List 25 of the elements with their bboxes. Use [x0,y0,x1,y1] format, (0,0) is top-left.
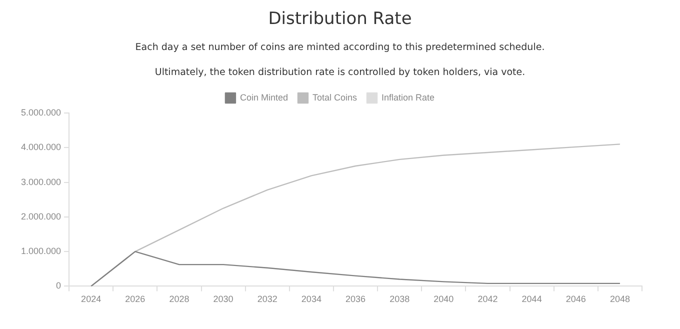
legend-label: Coin Minted [240,92,288,102]
x-tick-label: 2044 [522,294,542,304]
y-tick-label: 5.000.000 [20,107,62,118]
x-tick-label: 2030 [213,294,234,304]
chart-subtitle: Each day a set number of coins are minted according to this predetermined schedule. [134,42,546,55]
x-tick-label: 2042 [478,294,498,304]
x-tick-label: 2024 [81,294,102,304]
y-tick-label: 4.000.000 [20,142,62,152]
y-tick-label: 3.000.000 [20,176,62,187]
x-tick-label: 2032 [257,294,278,304]
x-tick-label: 2028 [169,294,190,304]
x-tick-label: 2034 [301,294,322,304]
x-tick-label: 2040 [434,294,454,304]
x-tick-label: 2046 [566,294,586,304]
chart-title: Distribution Rate [267,8,413,31]
x-tick-label: 2048 [610,294,630,304]
y-tick-label: 2.000.000 [20,211,62,222]
y-tick-label: 0 [56,280,62,291]
x-tick-label: 2026 [125,294,146,304]
x-tick-label: 2036 [346,294,366,304]
y-tick-label: 1.000.000 [20,246,62,256]
text: Ultimately, the token distribution rate is controlled by token holders, via vote. [154,67,526,80]
legend-label: Total Coins [312,92,358,102]
x-tick-label: 2038 [390,294,410,304]
legend-label: Inflation Rate [382,92,435,102]
